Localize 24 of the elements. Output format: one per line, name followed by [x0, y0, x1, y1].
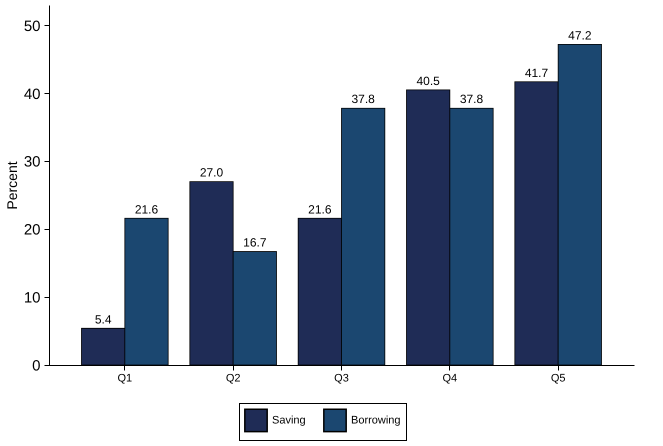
x-tick-label: Q4: [442, 372, 458, 384]
data-label: 16.7: [243, 236, 267, 250]
y-axis-title: Percent: [4, 161, 20, 210]
x-tick-label: Q3: [334, 372, 349, 384]
data-label: 37.8: [351, 92, 376, 106]
data-label: 37.8: [460, 92, 484, 106]
data-label: 21.6: [308, 202, 332, 216]
data-label: 21.6: [134, 202, 158, 216]
x-tick-label: Q1: [117, 372, 132, 384]
y-tick-label: 0: [32, 358, 40, 374]
data-label: 27.0: [200, 166, 224, 180]
x-tick-label: Q5: [550, 372, 566, 384]
y-tick-label: 20: [24, 222, 40, 239]
data-label: 40.5: [416, 74, 440, 88]
legend-label: Saving: [272, 414, 306, 426]
data-label: 5.4: [94, 312, 112, 326]
data-label: 47.2: [568, 28, 592, 42]
y-tick-label: 30: [24, 154, 40, 171]
y-tick-label: 50: [24, 18, 40, 35]
y-tick-label: 10: [24, 290, 40, 307]
y-tick-label: 40: [24, 86, 40, 103]
legend-label: Borrowing: [351, 414, 401, 426]
x-tick-label: Q2: [226, 372, 241, 384]
data-label: 41.7: [524, 66, 548, 80]
